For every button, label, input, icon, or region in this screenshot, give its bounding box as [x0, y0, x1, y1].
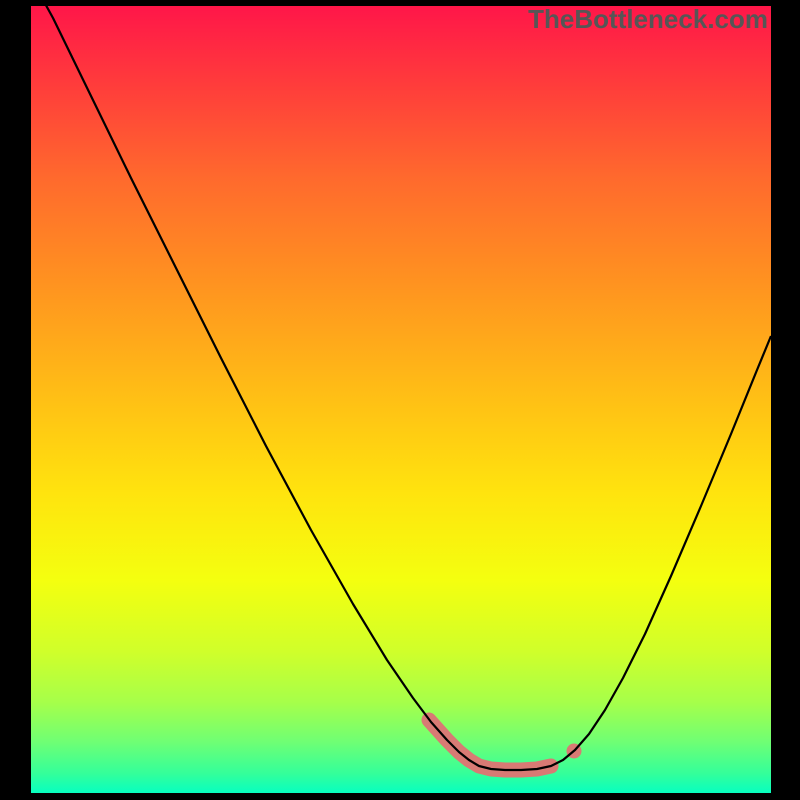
bottleneck-curve — [31, 0, 771, 770]
plot-area — [31, 6, 771, 793]
curve-overlay — [31, 6, 771, 793]
highlight-segment — [429, 720, 551, 770]
watermark-text: TheBottleneck.com — [528, 4, 768, 35]
chart-container: TheBottleneck.com — [0, 0, 800, 800]
